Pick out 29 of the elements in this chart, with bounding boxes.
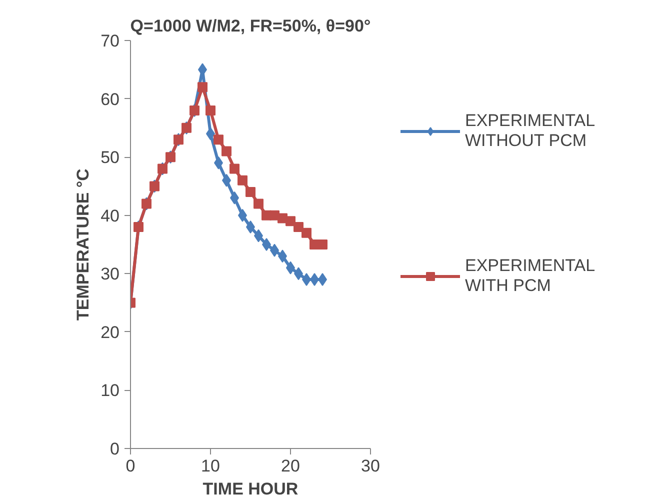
y-tick-label: 40 <box>100 206 120 226</box>
y-tick-label: 70 <box>100 32 120 50</box>
y-tick-label: 60 <box>100 90 120 109</box>
legend-label: EXPERIMENTAL WITHOUT PCM <box>465 110 596 152</box>
point <box>246 187 256 198</box>
point <box>318 240 328 250</box>
point <box>206 105 216 116</box>
point <box>230 164 240 174</box>
x-tick-label: 30 <box>361 456 380 476</box>
x-tick-label: 0 <box>126 456 136 476</box>
y-tick-label: 30 <box>100 264 120 284</box>
point <box>286 216 296 226</box>
point <box>238 175 248 186</box>
y-tick-label: 50 <box>100 148 120 168</box>
point <box>222 146 232 156</box>
y-axis-title: TEMPERATURE °C <box>74 168 93 320</box>
point <box>294 222 304 232</box>
point <box>254 198 264 209</box>
y-tick-label: 0 <box>110 440 120 458</box>
x-tick-label: 10 <box>201 456 220 476</box>
legend-label: EXPERIMENTAL WITH PCM <box>465 254 596 296</box>
y-tick-label: 20 <box>100 322 120 342</box>
point <box>302 228 312 238</box>
y-tick-label: 10 <box>100 381 120 400</box>
point <box>198 82 208 92</box>
x-axis-title: TIME HOUR <box>202 480 298 498</box>
chart-title: Q=1000 W/M2, FR=50%, θ=90° <box>130 16 371 36</box>
point <box>214 134 224 145</box>
x-tick-label: 20 <box>281 456 300 476</box>
